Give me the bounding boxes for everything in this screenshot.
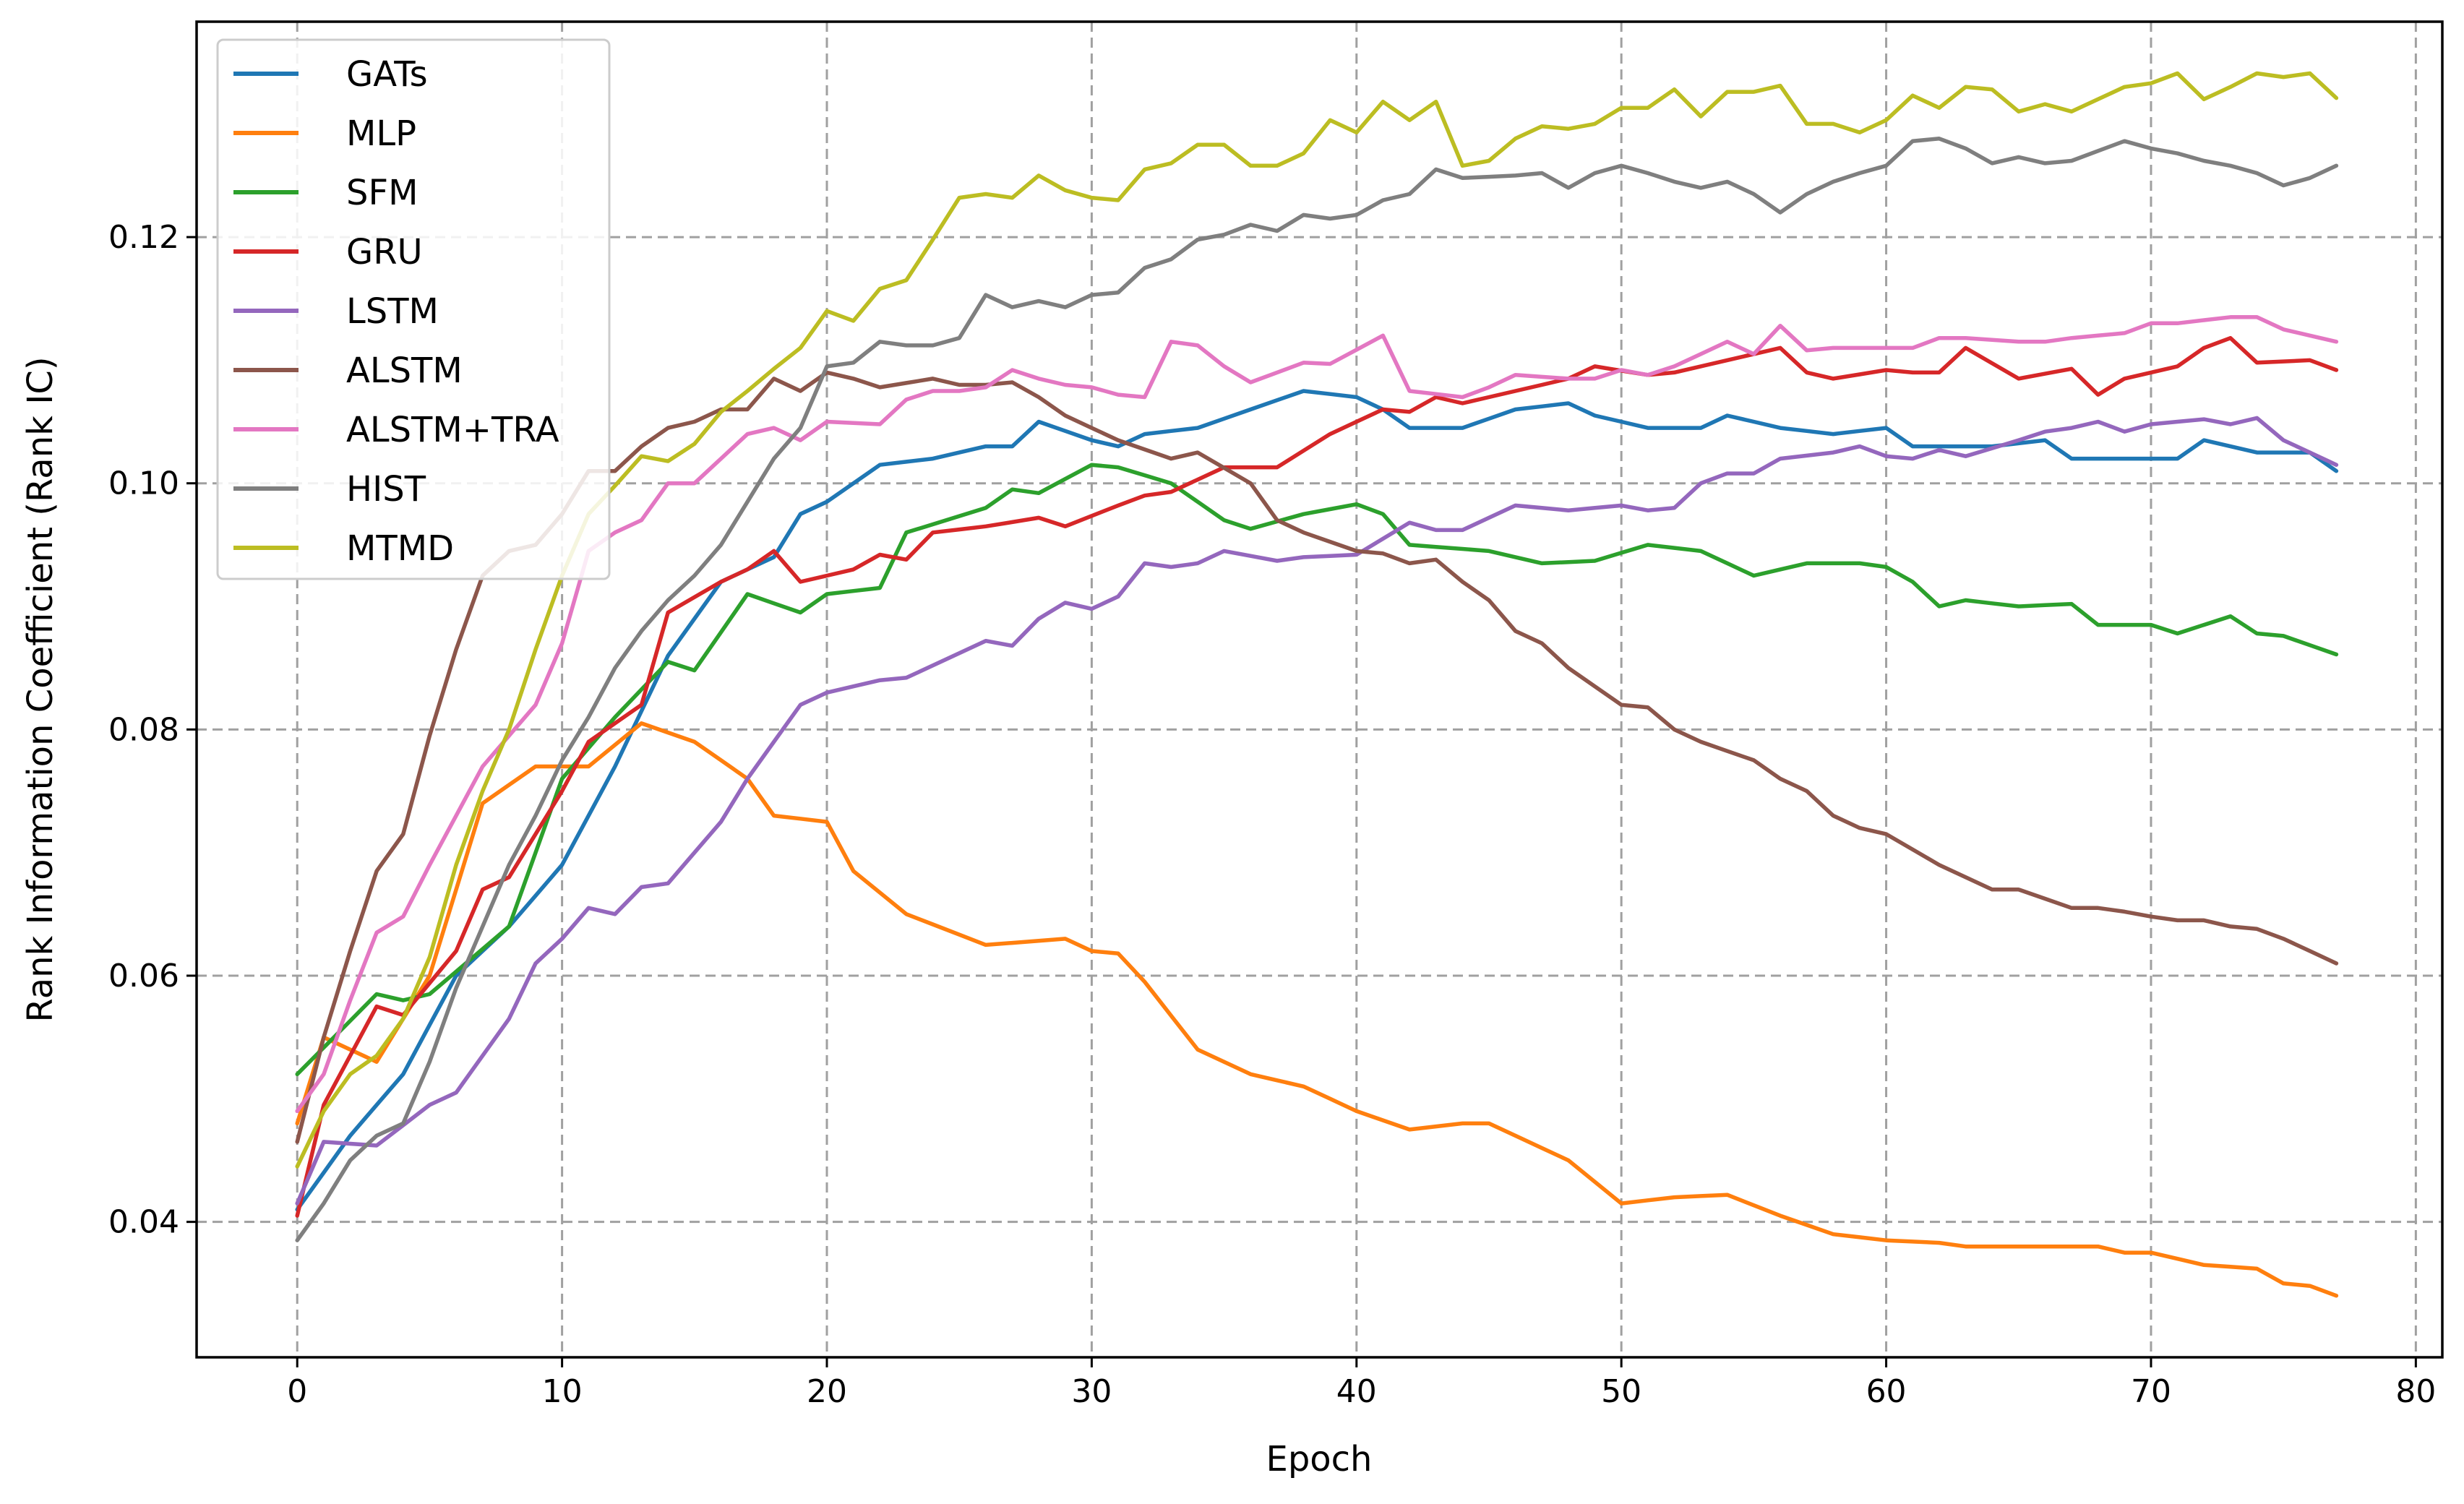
- x-axis-ticks: 0 10 20 30 40 50 60 70 80: [287, 1357, 2436, 1410]
- y-tick-label: 0.10: [108, 465, 179, 502]
- legend-box: [216, 38, 611, 580]
- legend-label-mlp: MLP: [346, 113, 416, 154]
- y-axis-label: Rank Information Coefficient (Rank IC): [20, 356, 61, 1022]
- legend: GATs MLP SFM GRU LSTM ALSTM ALSTM+TRA HIST MTMD: [216, 38, 611, 580]
- series-lines: [295, 71, 2339, 1298]
- x-axis-label: Epoch: [1266, 1439, 1373, 1479]
- grid-lines: [197, 22, 2442, 1357]
- series-line-mlp: [295, 721, 2339, 1298]
- x-tick-label: 0: [287, 1373, 307, 1410]
- legend-label-gats: GATs: [346, 54, 428, 95]
- legend-label-sfm: SFM: [346, 173, 418, 213]
- series-line-alstm: [295, 370, 2339, 1144]
- legend-label-lstm: LSTM: [346, 291, 439, 332]
- series-line-gru: [295, 335, 2339, 1218]
- legend-label-alstm-tra: ALSTM+TRA: [346, 410, 559, 450]
- series-line-hist: [295, 137, 2339, 1242]
- y-tick-label: 0.04: [108, 1204, 179, 1241]
- series-line-alstm-tra: [295, 315, 2339, 1114]
- series-line-lstm: [295, 416, 2339, 1206]
- y-tick-label: 0.08: [108, 711, 179, 748]
- legend-label-alstm: ALSTM: [346, 351, 463, 391]
- x-tick-label: 30: [1071, 1373, 1112, 1410]
- y-axis-ticks: 0.04 0.06 0.08 0.10 0.12: [108, 219, 197, 1241]
- x-tick-label: 10: [542, 1373, 583, 1410]
- x-tick-label: 40: [1336, 1373, 1377, 1410]
- legend-label-mtmd: MTMD: [346, 528, 454, 569]
- y-tick-label: 0.12: [108, 219, 179, 256]
- x-tick-label: 50: [1601, 1373, 1641, 1410]
- y-tick-label: 0.06: [108, 958, 179, 994]
- legend-label-hist: HIST: [346, 469, 426, 510]
- series-line-sfm: [295, 463, 2339, 1077]
- x-tick-label: 60: [1866, 1373, 1907, 1410]
- plot-frame: [195, 20, 2444, 1359]
- x-tick-label: 20: [807, 1373, 847, 1410]
- x-tick-label: 80: [2395, 1373, 2436, 1410]
- legend-label-gru: GRU: [346, 232, 423, 272]
- series-line-mtmd: [295, 71, 2339, 1169]
- x-tick-label: 70: [2131, 1373, 2171, 1410]
